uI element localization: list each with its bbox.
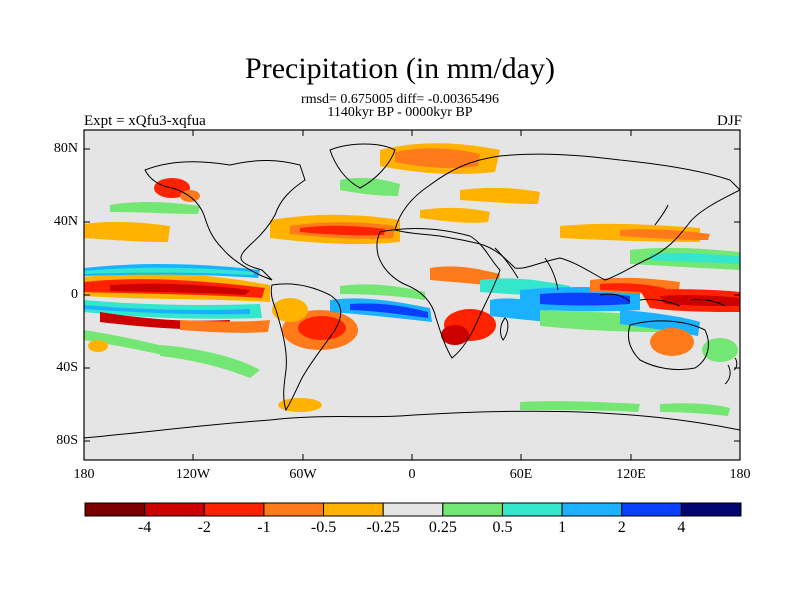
- colorbar-box: [442, 502, 503, 517]
- colorbar-label: 0.25: [428, 519, 457, 536]
- lat-label-80n: 80N: [53, 141, 78, 156]
- colorbar-box: [621, 502, 682, 517]
- colorbar-label: -1: [257, 519, 271, 536]
- lon-label-60w: 60W: [289, 467, 317, 482]
- colorbar: [84, 502, 742, 517]
- colorbar-label: 1: [558, 519, 567, 536]
- colorbar-label: -0.5: [310, 519, 337, 536]
- lat-label-80s: 80S: [56, 433, 78, 448]
- lon-label-0: 0: [408, 467, 416, 482]
- axis-ticks: [83, 130, 741, 460]
- colorbar-box: [323, 502, 384, 517]
- map-title: Precipitation (in mm/day): [245, 52, 555, 85]
- stats-line: rmsd= 0.675005 diff= -0.00365496: [301, 92, 499, 107]
- colorbar-box: [84, 502, 146, 517]
- experiment-label: Expt = xQfu3-xqfua: [84, 113, 206, 129]
- lon-label-180e: 180: [729, 467, 751, 482]
- lat-label-40s: 40S: [56, 360, 78, 375]
- colorbar-box: [501, 502, 563, 517]
- lat-label-eq: 0: [71, 287, 78, 302]
- coastlines: [84, 143, 740, 439]
- colorbar-label: -2: [197, 519, 211, 536]
- colorbar-label: 0.5: [492, 519, 513, 536]
- colorbar-label: -4: [137, 519, 152, 536]
- colorbar-box: [203, 502, 265, 517]
- season-label: DJF: [716, 113, 742, 129]
- colorbar-label: 2: [617, 519, 626, 536]
- lat-label-40n: 40N: [53, 214, 78, 229]
- lon-label-120e: 120E: [616, 467, 646, 482]
- colorbar-box: [144, 502, 205, 517]
- lon-label-60e: 60E: [509, 467, 533, 482]
- lon-label-120w: 120W: [175, 467, 211, 482]
- colorbar-box: [561, 502, 623, 517]
- colorbar-box: [382, 502, 444, 517]
- lon-label-180w: 180: [73, 467, 95, 482]
- colorbar-label: -0.25: [366, 519, 400, 536]
- colorbar-box: [263, 502, 325, 517]
- period-line: 1140kyr BP - 0000kyr BP: [327, 105, 473, 120]
- colorbar-label: 4: [677, 519, 686, 536]
- colorbar-box: [680, 502, 742, 517]
